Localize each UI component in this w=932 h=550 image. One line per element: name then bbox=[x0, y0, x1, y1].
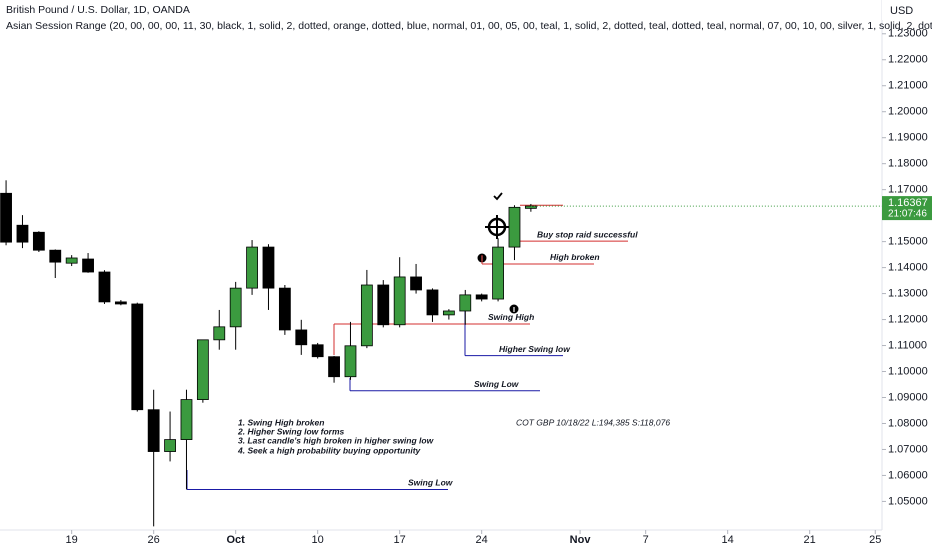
candle-body bbox=[328, 356, 340, 378]
note: 2. Higher Swing low forms bbox=[237, 426, 345, 436]
y-tick-label: 1.22000 bbox=[888, 54, 928, 66]
level-label: High broken bbox=[550, 252, 600, 262]
y-tick-label: 1.07000 bbox=[888, 443, 928, 455]
candle-body bbox=[508, 206, 521, 248]
y-tick-label: 1.05000 bbox=[888, 495, 928, 507]
candle-body bbox=[32, 231, 45, 251]
x-tick-label: Oct bbox=[226, 534, 245, 546]
y-tick-label: 1.15000 bbox=[888, 236, 928, 248]
x-tick-label: 17 bbox=[394, 534, 406, 546]
x-tick-label: 10 bbox=[312, 534, 324, 546]
x-tick-label: 7 bbox=[643, 534, 649, 546]
candle-body bbox=[0, 192, 12, 243]
candle-body bbox=[246, 246, 258, 289]
candle-body bbox=[360, 284, 373, 347]
last-price-label: 1.16367 bbox=[888, 197, 928, 209]
x-tick-label: 26 bbox=[148, 534, 160, 546]
candle-body bbox=[475, 294, 488, 300]
candle-body bbox=[278, 287, 291, 331]
y-tick-label: 1.14000 bbox=[888, 262, 928, 274]
candle-body bbox=[459, 294, 472, 312]
info-icon bbox=[509, 304, 519, 314]
currency-label: USD bbox=[890, 5, 913, 17]
candle-body bbox=[213, 326, 226, 341]
candle-body bbox=[114, 301, 127, 305]
countdown-label: 21:07:46 bbox=[888, 209, 927, 220]
candle-body bbox=[16, 224, 29, 243]
last-price-tag bbox=[882, 196, 932, 221]
note: 4. Seek a high probability buying opport… bbox=[237, 445, 422, 455]
candle-body bbox=[180, 399, 193, 440]
level-label: Swing Low bbox=[474, 379, 520, 389]
candle-body bbox=[65, 257, 78, 264]
y-tick-label: 1.12000 bbox=[888, 313, 928, 325]
candle-body bbox=[344, 345, 357, 378]
axis-mask bbox=[882, 0, 932, 20]
x-tick-label: Nov bbox=[570, 534, 592, 546]
x-tick-label: 14 bbox=[722, 534, 734, 546]
y-tick-label: 1.06000 bbox=[888, 469, 928, 481]
candle-body bbox=[98, 271, 111, 303]
x-tick-label: 25 bbox=[869, 534, 881, 546]
cot-label: COT GBP 10/18/22 L:194,385 S:118,076 bbox=[516, 417, 670, 427]
y-tick-label: 1.23000 bbox=[888, 28, 928, 40]
x-tick-label: 21 bbox=[804, 534, 816, 546]
level-label: Swing Low bbox=[408, 478, 454, 488]
x-tick-label: 24 bbox=[476, 534, 488, 546]
candle-body bbox=[196, 339, 209, 400]
y-tick-label: 1.21000 bbox=[888, 80, 928, 92]
note: 1. Swing High broken bbox=[238, 417, 324, 427]
candle-body bbox=[492, 246, 504, 300]
candle-body bbox=[147, 409, 160, 452]
level-label: Buy stop raid successful bbox=[537, 229, 638, 239]
candle-body bbox=[410, 276, 422, 291]
candle-body bbox=[377, 284, 390, 326]
y-tick-label: 1.13000 bbox=[888, 287, 928, 299]
y-tick-label: 1.09000 bbox=[888, 391, 928, 403]
indicator-label: Asian Session Range (20, 00, 00, 00, 11,… bbox=[6, 20, 932, 32]
candle-body bbox=[262, 246, 275, 289]
x-tick-label: 19 bbox=[66, 534, 78, 546]
y-tick-label: 1.20000 bbox=[888, 106, 928, 118]
candle-body bbox=[229, 287, 242, 328]
candle-body bbox=[311, 344, 324, 358]
target-icon bbox=[485, 215, 509, 239]
y-tick-label: 1.11000 bbox=[888, 339, 927, 351]
y-tick-label: 1.08000 bbox=[888, 417, 928, 429]
candle-body bbox=[164, 439, 176, 452]
candle-body bbox=[295, 329, 308, 346]
level-label: Swing High bbox=[488, 312, 534, 322]
candle-body bbox=[131, 303, 144, 411]
y-tick-label: 1.19000 bbox=[888, 132, 928, 144]
y-tick-label: 1.10000 bbox=[888, 365, 928, 377]
level-label: Higher Swing low bbox=[499, 344, 571, 354]
candle-body bbox=[82, 258, 94, 273]
candle-body bbox=[393, 276, 406, 326]
check-icon bbox=[493, 192, 503, 201]
candle-body bbox=[49, 249, 62, 263]
y-tick-label: 1.18000 bbox=[888, 158, 928, 170]
chart-title: British Pound / U.S. Dollar, 1D, OANDA bbox=[6, 4, 190, 16]
y-tick-label: 1.17000 bbox=[888, 184, 928, 196]
candle-body bbox=[442, 310, 455, 316]
note: 3. Last candle's high broken in higher s… bbox=[238, 435, 435, 445]
candle-body bbox=[426, 289, 439, 316]
